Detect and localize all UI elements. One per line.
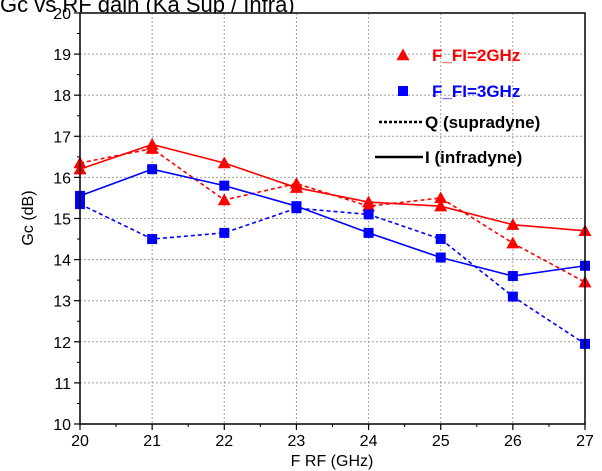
legend-label: F_FI=3GHz	[432, 82, 520, 101]
data-point	[435, 252, 446, 263]
data-point	[363, 209, 374, 220]
y-tick-label: 11	[54, 376, 71, 393]
data-point	[362, 195, 376, 208]
x-tick-label: 21	[143, 433, 161, 450]
data-point	[145, 138, 159, 150]
data-point	[507, 271, 518, 282]
data-point	[363, 227, 374, 238]
data-point	[219, 227, 230, 238]
y-tick-label: 15	[53, 212, 71, 229]
legend-marker	[398, 86, 408, 96]
data-point	[506, 236, 520, 249]
legend-label: Q (supradyne)	[425, 113, 540, 132]
x-tick-label: 27	[576, 433, 594, 450]
grid	[80, 13, 585, 424]
x-tick-label: 23	[288, 433, 306, 450]
y-tick-label: 19	[53, 47, 71, 64]
y-tick-label: 17	[53, 129, 71, 146]
series-line	[79, 168, 586, 277]
data-point	[219, 180, 230, 191]
data-point	[291, 201, 302, 212]
series-layer	[73, 138, 592, 349]
legend-label: I (infradyne)	[425, 148, 522, 167]
data-point	[147, 234, 158, 245]
y-tick-label: 16	[53, 170, 71, 187]
x-tick-label: 22	[215, 433, 233, 450]
data-point	[289, 181, 303, 193]
plot-frame	[79, 12, 586, 425]
data-point	[434, 199, 448, 212]
data-point	[147, 164, 158, 175]
y-tick-label: 18	[53, 88, 71, 105]
series-line	[79, 203, 586, 345]
data-point	[507, 291, 518, 302]
series-line	[79, 143, 586, 232]
data-point	[217, 193, 231, 206]
y-tick-label: 10	[53, 417, 71, 434]
data-point	[434, 191, 448, 204]
y-axis-title: Gc (dB)	[20, 190, 37, 245]
x-tick-label: 25	[432, 433, 450, 450]
legend: F_FI=2GHz F_FI=3GHz Q (supradyne) I (infrad…	[375, 46, 540, 167]
y-tick-label: 13	[53, 294, 71, 311]
data-point	[217, 156, 231, 169]
data-point	[506, 218, 520, 230]
x-axis-title: F RF (GHz)	[291, 453, 374, 470]
legend-marker	[396, 48, 410, 61]
x-tick-label: 26	[504, 433, 522, 450]
x-tick-label: 20	[71, 433, 89, 450]
tick-labels: 20 21 22 23 24 25 26 27 10 11 12 13 14 15 16 17 18 19 20	[53, 6, 594, 450]
y-tick-label: 12	[53, 335, 71, 352]
x-tick-label: 24	[360, 433, 378, 450]
y-tick-label: 14	[53, 253, 71, 270]
data-point	[435, 234, 446, 245]
legend-label: F_FI=2GHz	[432, 46, 520, 65]
y-tick-label: 20	[53, 6, 71, 23]
